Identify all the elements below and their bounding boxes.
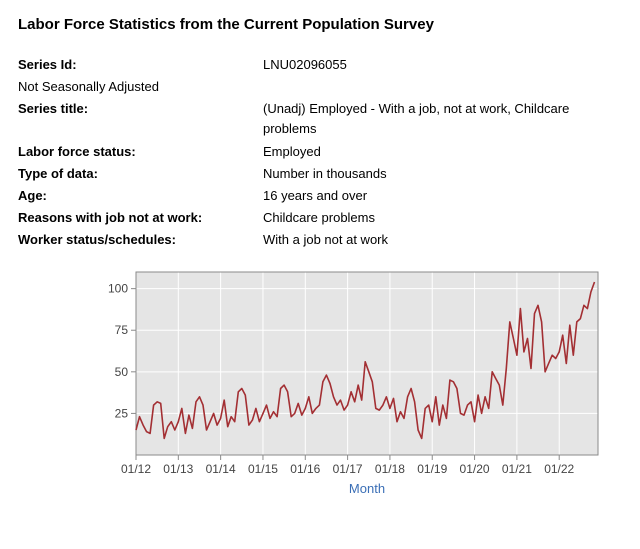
- x-tick-label: 01/18: [375, 462, 405, 476]
- meta-val-worker-status: With a job not at work: [263, 230, 622, 252]
- metadata-table: Series Id: LNU02096055 Not Seasonally Ad…: [18, 55, 622, 252]
- x-tick-label: 01/15: [248, 462, 278, 476]
- y-tick-label: 100: [108, 282, 128, 296]
- x-tick-label: 01/14: [206, 462, 236, 476]
- x-tick-label: 01/21: [502, 462, 532, 476]
- meta-key-age: Age:: [18, 186, 263, 208]
- meta-key-type: Type of data:: [18, 164, 263, 186]
- meta-key-series-title: Series title:: [18, 99, 263, 141]
- x-tick-label: 01/17: [333, 462, 363, 476]
- x-tick-label: 01/22: [544, 462, 574, 476]
- x-tick-label: 01/13: [163, 462, 193, 476]
- x-axis-title: Month: [349, 481, 385, 496]
- meta-key-labor-force: Labor force status:: [18, 142, 263, 164]
- x-tick-label: 01/19: [417, 462, 447, 476]
- meta-val-type: Number in thousands: [263, 164, 622, 186]
- meta-key-series-id: Series Id:: [18, 55, 263, 77]
- meta-val-series-id: LNU02096055: [263, 55, 622, 77]
- meta-val-series-title: (Unadj) Employed - With a job, not at wo…: [263, 99, 622, 141]
- time-series-chart: 25 50 75 100 01/12 01/13 01/14 01/15 01/16 01/17 0…: [88, 266, 608, 499]
- meta-val-labor-force: Employed: [263, 142, 622, 164]
- meta-adjustment-note: Not Seasonally Adjusted: [18, 77, 622, 99]
- meta-key-worker-status: Worker status/schedules:: [18, 230, 263, 252]
- x-tick-label: 01/16: [290, 462, 320, 476]
- y-tick-label: 25: [115, 407, 129, 421]
- x-tick-label: 01/12: [121, 462, 151, 476]
- meta-key-reasons: Reasons with job not at work:: [18, 208, 263, 230]
- y-tick-label: 50: [115, 365, 129, 379]
- page-title: Labor Force Statistics from the Current …: [18, 16, 622, 33]
- y-tick-label: 75: [115, 323, 129, 337]
- meta-val-age: 16 years and over: [263, 186, 622, 208]
- x-tick-label: 01/20: [460, 462, 490, 476]
- meta-val-reasons: Childcare problems: [263, 208, 622, 230]
